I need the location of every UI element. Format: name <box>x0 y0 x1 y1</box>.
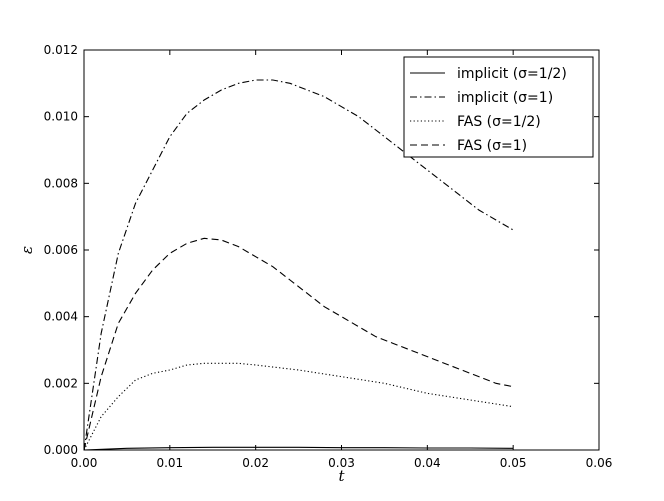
series-line-3 <box>83 237 514 451</box>
x-axis-title: t <box>338 467 345 485</box>
x-tick-label: 0.03 <box>328 456 355 470</box>
x-tick-label: 0.05 <box>500 456 527 470</box>
y-tick-label: 0.000 <box>44 443 78 457</box>
legend-label-1: implicit (σ=1) <box>457 90 553 106</box>
y-axis-title: ε <box>18 246 36 254</box>
x-tick-label: 0.02 <box>242 456 269 470</box>
x-tick-label: 0.04 <box>414 456 441 470</box>
legend-box <box>403 56 594 158</box>
legend: implicit (σ=1/2) implicit (σ=1) FAS (σ=1/2… <box>403 56 594 158</box>
legend-label-2: FAS (σ=1/2) <box>457 114 541 130</box>
y-tick-label: 0.004 <box>44 310 78 324</box>
series-line-2 <box>83 362 514 451</box>
x-tick-label: 0.06 <box>586 456 613 470</box>
y-axis: 0.000 0.002 0.004 0.006 0.008 0.010 0.012 <box>44 43 599 457</box>
y-tick-label: 0.002 <box>44 376 78 390</box>
series-line-1 <box>83 79 514 451</box>
legend-label-0: implicit (σ=1/2) <box>457 66 567 82</box>
legend-label-3: FAS (σ=1) <box>457 138 527 154</box>
series-line-0 <box>83 446 514 451</box>
x-tick-label: 0.01 <box>156 456 183 470</box>
y-tick-label: 0.012 <box>44 43 78 57</box>
y-tick-label: 0.010 <box>44 110 78 124</box>
y-tick-label: 0.006 <box>44 243 78 257</box>
x-axis: 0.00 0.01 0.02 0.03 0.04 0.05 0.06 <box>71 50 613 470</box>
x-tick-label: 0.00 <box>71 456 98 470</box>
y-tick-label: 0.008 <box>44 176 78 190</box>
